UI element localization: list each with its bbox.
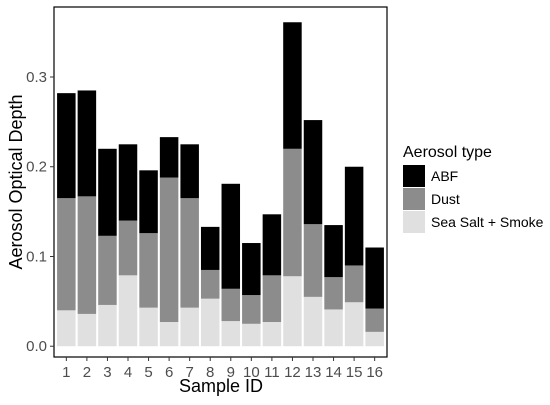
- bar-abf-sample-10: [242, 243, 261, 296]
- bar-abf-sample-3: [98, 148, 117, 236]
- x-tick-label: 1: [62, 364, 70, 381]
- bar-sea-salt-smoke-sample-5: [139, 307, 158, 347]
- bar-sea-salt-smoke-sample-3: [98, 304, 117, 347]
- bar-abf-sample-6: [159, 137, 179, 178]
- x-tick-label: 14: [325, 364, 342, 381]
- bar-dust-sample-1: [57, 198, 76, 311]
- bar-abf-sample-15: [344, 166, 364, 266]
- bars-group: [57, 22, 384, 347]
- bar-sea-salt-smoke-sample-12: [283, 276, 302, 347]
- x-tick-label: 8: [206, 364, 214, 381]
- bar-abf-sample-1: [57, 93, 76, 199]
- legend-key-sea-salt-smoke: [403, 211, 425, 233]
- bar-dust-sample-4: [118, 220, 138, 276]
- bar-sea-salt-smoke-sample-1: [57, 310, 76, 347]
- x-tick-label: 16: [366, 364, 383, 381]
- bar-dust-sample-14: [324, 277, 343, 310]
- bar-sea-salt-smoke-sample-7: [180, 307, 199, 347]
- bar-abf-sample-4: [118, 144, 138, 221]
- y-axis-title: Aerosol Optical Depth: [6, 94, 26, 269]
- bar-dust-sample-12: [283, 148, 302, 277]
- bar-sea-salt-smoke-sample-16: [365, 331, 384, 347]
- x-tick-label: 6: [165, 364, 173, 381]
- bar-abf-sample-5: [139, 170, 158, 234]
- bar-sea-salt-smoke-sample-9: [221, 321, 241, 347]
- legend-key-dust: [403, 188, 425, 210]
- bar-abf-sample-16: [365, 247, 384, 309]
- bar-sea-salt-smoke-sample-8: [200, 298, 220, 347]
- plot-panel-border: [53, 6, 388, 358]
- bar-dust-sample-8: [200, 269, 220, 299]
- y-tick-label: 0.0: [26, 338, 47, 355]
- bar-abf-sample-7: [180, 144, 199, 199]
- y-tick-label: 0.3: [26, 69, 47, 86]
- legend-title: Aerosol type: [403, 144, 492, 161]
- bar-sea-salt-smoke-sample-4: [118, 275, 138, 347]
- y-axis: 0.0 0.1 0.2 0.3: [26, 69, 54, 355]
- bar-dust-sample-13: [303, 224, 323, 297]
- legend-key-abf: [403, 165, 425, 187]
- bar-abf-sample-11: [262, 214, 282, 276]
- legend-label-dust: Dust: [431, 191, 460, 207]
- bar-dust-sample-9: [221, 288, 241, 322]
- bar-dust-sample-10: [242, 295, 261, 324]
- legend-label-sea-salt-smoke: Sea Salt + Smoke: [431, 214, 544, 230]
- x-tick-label: 12: [284, 364, 301, 381]
- x-axis-title: Sample ID: [179, 376, 263, 396]
- bar-sea-salt-smoke-sample-13: [303, 296, 323, 347]
- bar-abf-sample-8: [200, 226, 220, 270]
- y-tick-label: 0.2: [26, 159, 47, 176]
- bar-dust-sample-7: [180, 198, 199, 308]
- bar-sea-salt-smoke-sample-11: [262, 322, 282, 347]
- bar-dust-sample-3: [98, 235, 117, 305]
- bar-abf-sample-2: [77, 90, 97, 197]
- bar-abf-sample-9: [221, 183, 241, 289]
- bar-dust-sample-5: [139, 233, 158, 308]
- bar-sea-salt-smoke-sample-2: [77, 313, 97, 347]
- bar-dust-sample-15: [344, 265, 364, 303]
- x-tick-label: 5: [144, 364, 152, 381]
- bar-dust-sample-16: [365, 308, 384, 332]
- bar-sea-salt-smoke-sample-15: [344, 302, 364, 347]
- x-tick-label: 3: [103, 364, 111, 381]
- x-tick-label: 4: [124, 364, 132, 381]
- legend: Aerosol type ABF Dust Sea Salt + Smoke: [403, 144, 544, 233]
- x-tick-label: 13: [305, 364, 322, 381]
- x-tick-label: 7: [185, 364, 193, 381]
- x-tick-label: 10: [243, 364, 260, 381]
- bar-abf-sample-14: [324, 225, 343, 278]
- bar-abf-sample-13: [303, 120, 323, 225]
- y-tick-label: 0.1: [26, 248, 47, 265]
- x-tick-label: 15: [346, 364, 363, 381]
- x-tick-label: 11: [264, 364, 280, 381]
- legend-label-abf: ABF: [431, 168, 458, 184]
- x-axis: 1 2 3 4 5 6 7 8 9 10 11 12 13 14 15 16: [62, 357, 383, 381]
- bar-sea-salt-smoke-sample-14: [324, 309, 343, 347]
- bar-sea-salt-smoke-sample-10: [242, 323, 261, 347]
- x-tick-label: 9: [227, 364, 235, 381]
- bar-abf-sample-12: [283, 22, 302, 149]
- bar-dust-sample-2: [77, 196, 97, 314]
- bar-sea-salt-smoke-sample-6: [159, 322, 179, 347]
- x-tick-label: 2: [83, 364, 91, 381]
- bar-dust-sample-6: [159, 177, 179, 322]
- bar-dust-sample-11: [262, 275, 282, 322]
